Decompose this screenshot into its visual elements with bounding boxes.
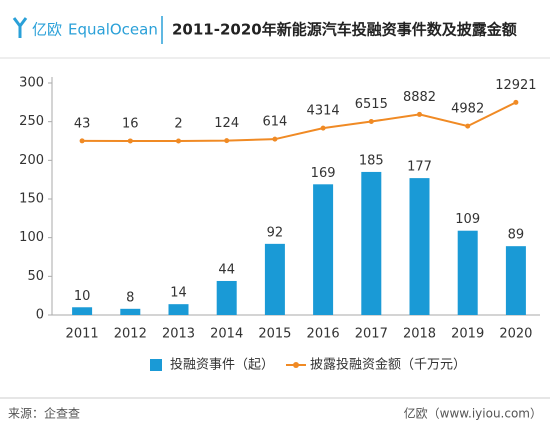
chart-title: 2011-2020年新能源汽车投融资事件数及披露金额: [172, 21, 517, 39]
y-tick-label: 300: [19, 76, 44, 91]
bar-label: 14: [170, 286, 187, 301]
bar: [409, 178, 430, 315]
line-label: 4314: [307, 104, 340, 119]
bar-label: 92: [267, 225, 284, 240]
line-marker: [127, 138, 133, 144]
bar: [457, 230, 478, 315]
line-label: 614: [262, 115, 287, 130]
line-label: 8882: [403, 90, 436, 105]
line-label: 6515: [355, 97, 388, 112]
line-label: 124: [214, 116, 239, 131]
logo-en: EqualOcean: [68, 21, 158, 39]
source: 来源：企查查: [8, 406, 80, 421]
line-marker: [513, 99, 519, 105]
y-tick-label: 200: [19, 153, 44, 168]
x-tick-label: 2014: [210, 327, 243, 342]
line-label: 2: [174, 116, 182, 131]
bar-label: 44: [218, 262, 235, 277]
y-tick-label: 250: [19, 114, 44, 129]
line: [82, 101, 517, 142]
logo-icon: [12, 17, 28, 38]
bar: [216, 280, 237, 315]
bar: [361, 171, 382, 315]
bar: [505, 246, 526, 315]
bar: [313, 184, 334, 315]
x-tick-label: 2019: [451, 327, 484, 342]
x-tick-label: 2016: [307, 327, 340, 342]
bar-label: 109: [455, 212, 480, 227]
y-tick-label: 150: [19, 192, 44, 207]
legend-swatch: [150, 359, 162, 371]
x-tick-label: 2015: [258, 327, 291, 342]
bar: [168, 304, 189, 315]
x-tick-label: 2017: [355, 327, 388, 342]
bar: [264, 243, 285, 315]
bar-label: 8: [126, 290, 134, 305]
bar-label: 177: [407, 160, 432, 175]
credit: 亿欧（www.iyiou.com）: [404, 406, 542, 421]
bar: [120, 308, 141, 315]
legend-label: 投融资事件（起）: [170, 357, 274, 373]
line-marker: [368, 119, 374, 125]
line-label: 12921: [495, 78, 536, 93]
line-marker: [320, 125, 326, 131]
x-tick-label: 2020: [499, 327, 532, 342]
line-marker: [272, 136, 278, 142]
bar: [72, 307, 93, 315]
line-label: 16: [122, 116, 139, 131]
legend-swatch: [293, 362, 299, 368]
y-tick-label: 0: [36, 308, 44, 323]
legend-label: 披露投融资金额（千万元）: [310, 357, 466, 373]
bar-label: 10: [74, 289, 91, 304]
y-tick-label: 50: [27, 269, 44, 284]
line-marker: [465, 123, 471, 129]
bar-label: 89: [508, 228, 525, 243]
line-marker: [176, 138, 181, 144]
bar-label: 185: [359, 153, 384, 168]
line-marker: [224, 138, 230, 144]
line-label: 4982: [451, 102, 484, 117]
line-marker: [79, 138, 85, 144]
bar-label: 169: [311, 166, 336, 181]
x-tick-label: 2012: [114, 327, 147, 342]
x-tick-label: 2018: [403, 327, 436, 342]
logo-cn: 亿欧: [32, 21, 62, 39]
y-tick-label: 100: [19, 230, 44, 245]
x-tick-label: 2013: [162, 327, 195, 342]
line-marker: [417, 111, 422, 117]
x-tick-label: 2011: [66, 327, 99, 342]
line-label: 43: [74, 116, 91, 131]
